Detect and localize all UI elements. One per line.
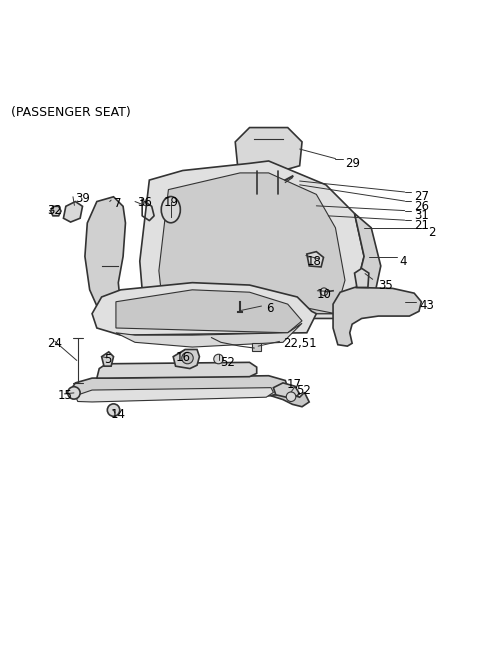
Text: 2: 2 — [429, 226, 436, 239]
Text: 19: 19 — [164, 196, 179, 209]
Text: 52: 52 — [296, 384, 311, 396]
Text: 26: 26 — [414, 200, 429, 213]
Polygon shape — [92, 283, 316, 335]
Ellipse shape — [161, 197, 180, 223]
Text: 32: 32 — [47, 204, 61, 217]
Text: 4: 4 — [400, 255, 408, 268]
Polygon shape — [75, 388, 274, 402]
Polygon shape — [173, 350, 199, 369]
Polygon shape — [333, 287, 421, 346]
Text: 7: 7 — [114, 197, 121, 211]
Polygon shape — [71, 376, 288, 401]
Text: 27: 27 — [414, 190, 429, 203]
Circle shape — [286, 392, 296, 401]
Text: 24: 24 — [47, 337, 62, 350]
Circle shape — [214, 354, 223, 364]
Polygon shape — [355, 268, 369, 287]
Text: 5: 5 — [104, 352, 111, 365]
Polygon shape — [355, 213, 381, 299]
Polygon shape — [116, 290, 302, 333]
Polygon shape — [271, 392, 309, 407]
Polygon shape — [50, 206, 61, 216]
Polygon shape — [116, 323, 302, 347]
Polygon shape — [252, 343, 262, 351]
Circle shape — [320, 288, 328, 296]
Polygon shape — [140, 161, 364, 318]
Text: 21: 21 — [414, 219, 429, 232]
Polygon shape — [159, 173, 345, 314]
Text: 35: 35 — [378, 279, 393, 291]
Text: 16: 16 — [176, 351, 191, 364]
Circle shape — [68, 386, 80, 399]
Text: 15: 15 — [58, 389, 72, 402]
Circle shape — [108, 404, 120, 417]
Text: 18: 18 — [307, 255, 322, 268]
Text: 22,51: 22,51 — [283, 337, 317, 350]
Polygon shape — [102, 352, 114, 366]
Polygon shape — [97, 362, 257, 378]
Text: 31: 31 — [414, 209, 429, 222]
Polygon shape — [63, 201, 83, 222]
Polygon shape — [274, 383, 300, 399]
Polygon shape — [235, 127, 302, 171]
Text: 36: 36 — [137, 196, 152, 209]
Text: 6: 6 — [266, 302, 274, 316]
Text: 43: 43 — [419, 298, 434, 312]
Text: 52: 52 — [220, 356, 235, 369]
Text: 17: 17 — [287, 378, 302, 391]
Polygon shape — [85, 197, 125, 314]
Polygon shape — [164, 287, 336, 314]
Circle shape — [182, 352, 193, 364]
Text: (PASSENGER SEAT): (PASSENGER SEAT) — [11, 106, 131, 119]
Text: 29: 29 — [345, 157, 360, 170]
Polygon shape — [307, 252, 324, 267]
Text: 14: 14 — [111, 408, 126, 421]
Text: 39: 39 — [75, 192, 90, 205]
Text: 10: 10 — [316, 288, 331, 301]
